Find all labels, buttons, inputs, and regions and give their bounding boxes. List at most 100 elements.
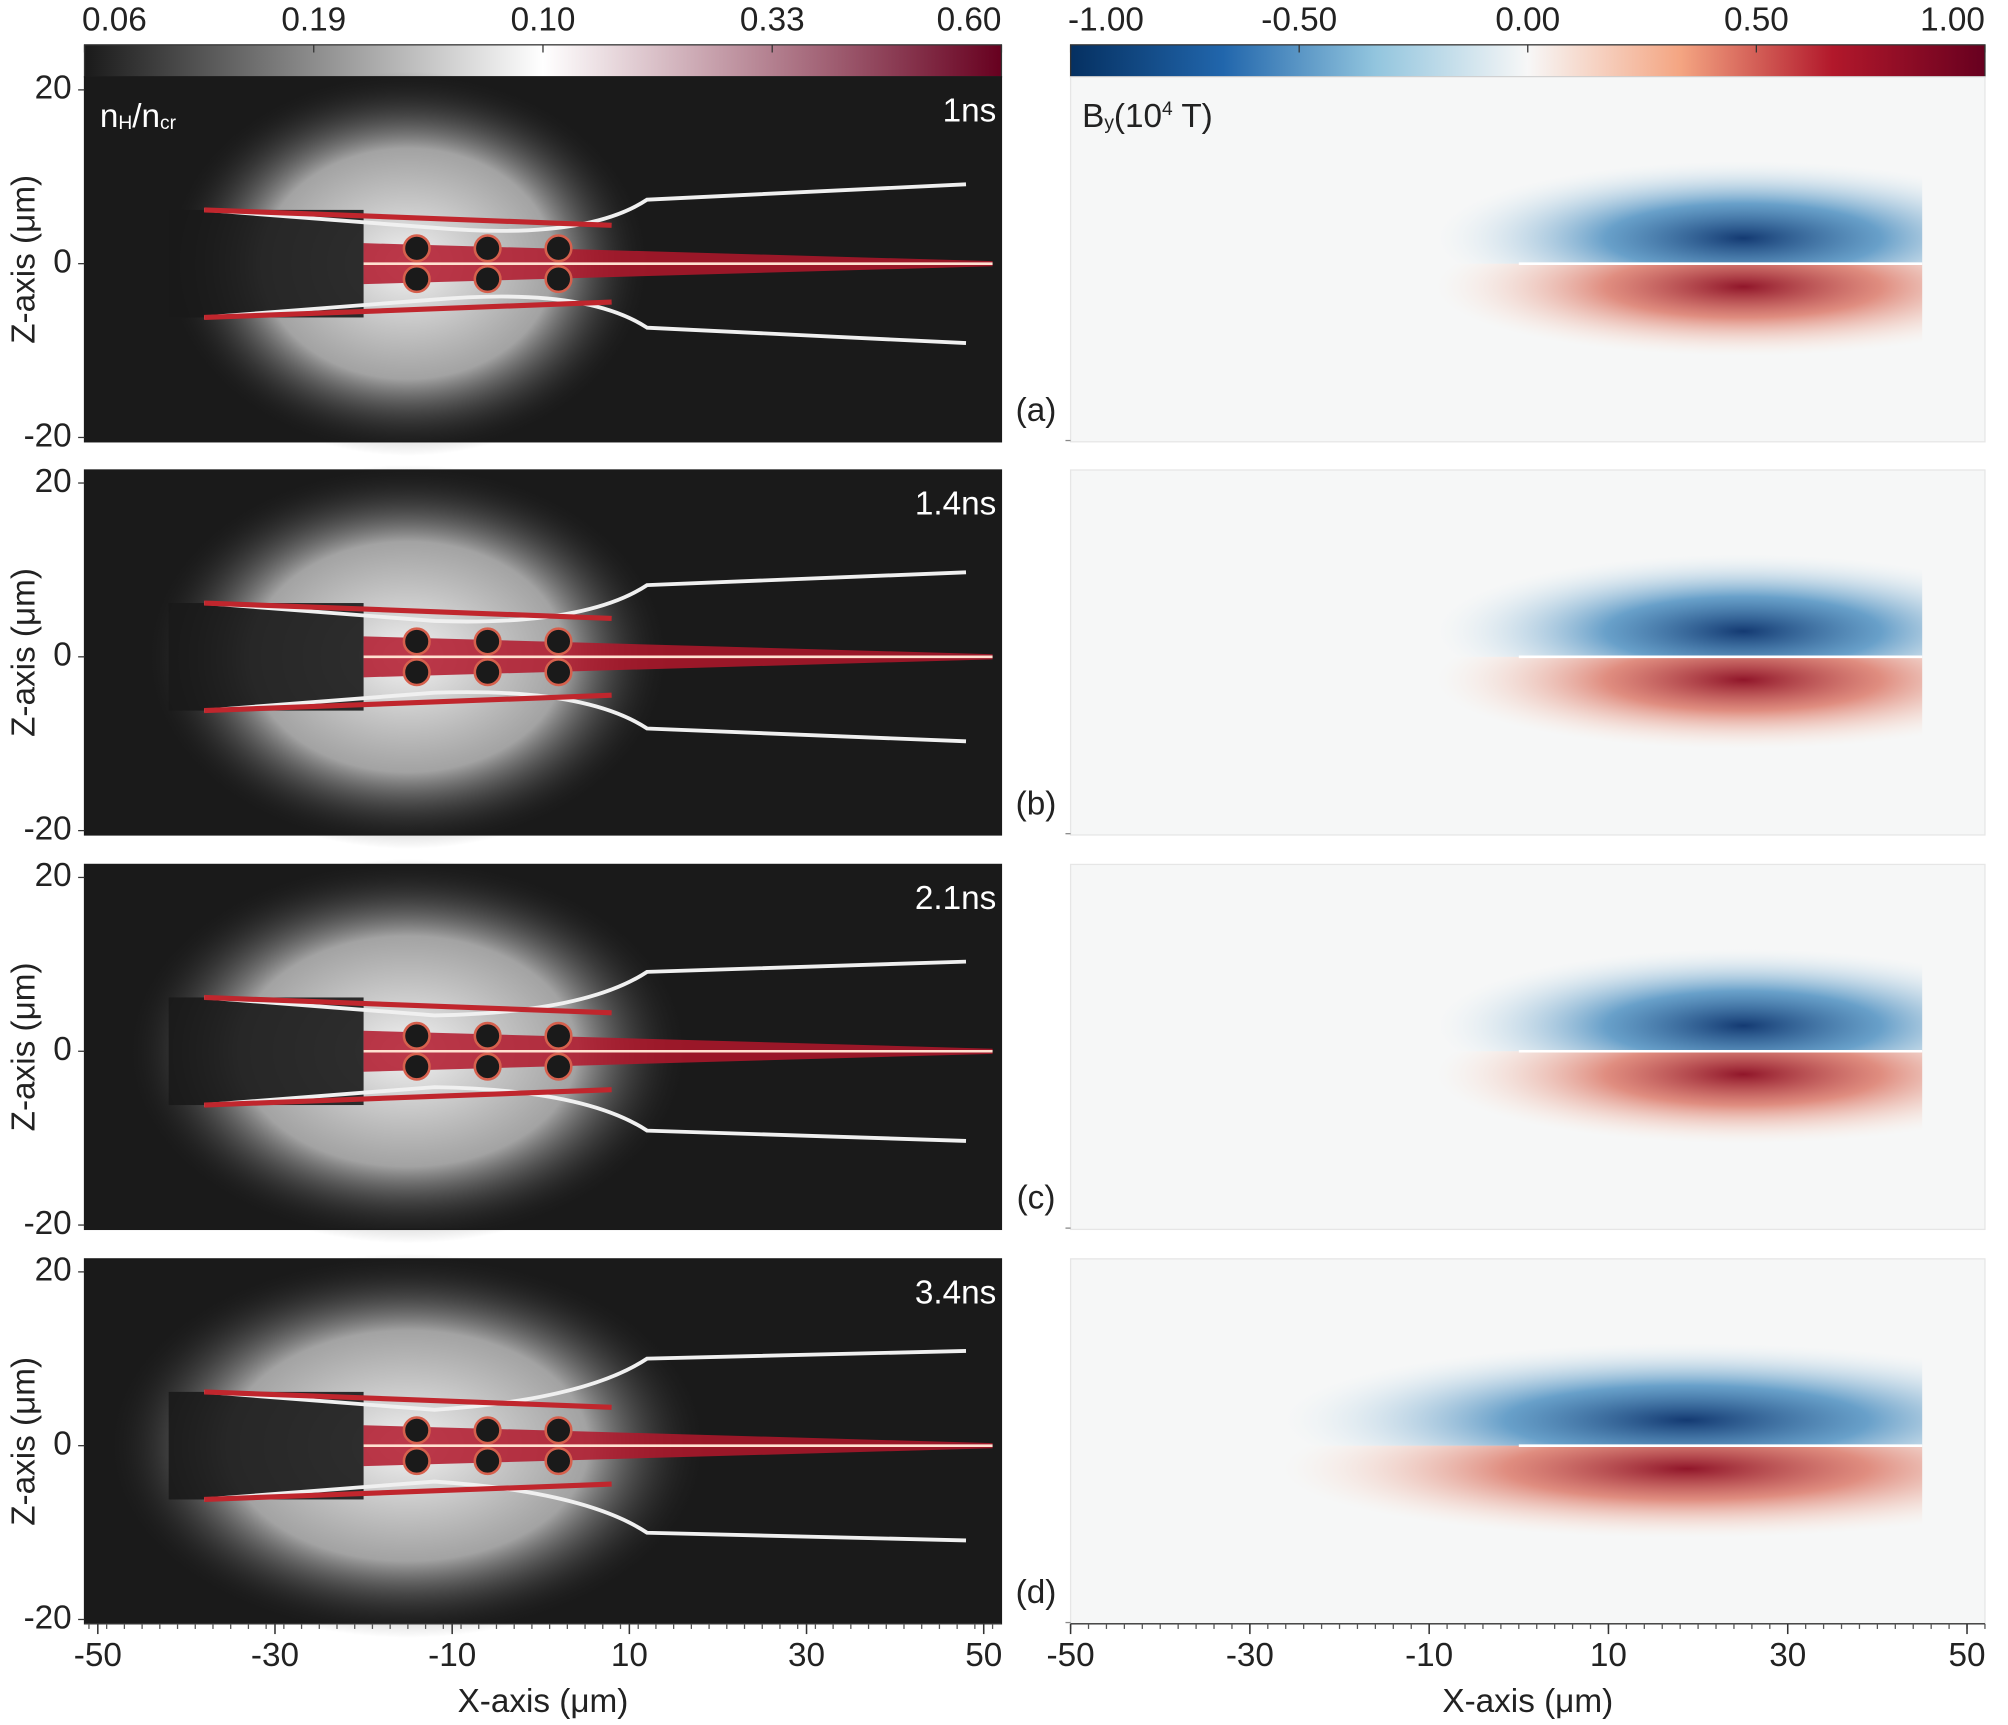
bubble (544, 1052, 573, 1081)
bubble (402, 1446, 431, 1476)
x-tick-label: -30 (251, 1637, 299, 1674)
panel (83, 1253, 1003, 1638)
bubble (402, 1021, 431, 1050)
filament (204, 1389, 612, 1410)
y-tick-label: -20 (24, 417, 72, 454)
bubble (544, 627, 573, 656)
bubble (544, 234, 573, 263)
field-positive (1411, 923, 1923, 1052)
y-tick-label: -20 (24, 810, 72, 847)
time-label: 3.4ns (915, 1275, 996, 1312)
panel-frame (1069, 469, 1986, 836)
panel-frame (1069, 863, 1986, 1231)
panel-letter: (a) (1016, 392, 1057, 429)
label-part: (10 (1114, 98, 1162, 135)
label-part: y (1104, 113, 1114, 134)
label-part: H (118, 113, 132, 134)
filament (204, 299, 612, 321)
x-tick-label: 50 (965, 1637, 1002, 1674)
x-tick-label: -30 (1226, 1637, 1274, 1674)
bubble (473, 1446, 502, 1476)
y-tick-label: -20 (24, 1205, 72, 1242)
panel-frame (83, 469, 1003, 836)
panel (83, 464, 1003, 849)
colorbar-tick-label: -1.00 (1068, 2, 1144, 39)
bubble (473, 1021, 502, 1050)
bubble (544, 1416, 573, 1445)
filament (204, 1481, 612, 1503)
panel-frame (1069, 76, 1986, 443)
field-positive (1249, 1317, 1923, 1446)
field-positive (1411, 528, 1923, 657)
panel (83, 859, 1003, 1244)
cavity (168, 1391, 364, 1500)
filament (204, 1087, 612, 1108)
field-negative (1411, 656, 1923, 773)
filament (204, 692, 612, 714)
colorbar-tick-label: 0.60 (937, 2, 1002, 39)
y-tick-label: 20 (35, 463, 72, 500)
bubble (544, 658, 573, 687)
y-tick-label: 0 (53, 1031, 72, 1068)
panel (1069, 469, 1986, 836)
bubble (473, 1416, 502, 1445)
colorbar-tick-label: 0.50 (1724, 2, 1789, 39)
cavity (168, 603, 364, 711)
bubble (544, 1021, 573, 1050)
y-axis-label: Z-axis (μm) (5, 1357, 42, 1526)
bubble (402, 1416, 431, 1445)
colorbar-label: nH/ncr (100, 98, 177, 135)
x-tick-label: -10 (1405, 1637, 1453, 1674)
filament (203, 959, 967, 1018)
filament (203, 182, 967, 233)
colorbar-tick-label: 0.06 (82, 2, 147, 39)
filament (204, 994, 612, 1016)
y-tick-label: -20 (24, 1599, 72, 1636)
panel-frame (83, 76, 1003, 443)
filament (204, 207, 612, 228)
panel (1069, 1258, 1986, 1625)
x-tick-label: 30 (1769, 1637, 1806, 1674)
time-label: 2.1ns (915, 880, 996, 917)
y-tick-label: 20 (35, 857, 72, 894)
y-tick-label: 20 (35, 1252, 72, 1289)
label-part: B (1082, 98, 1104, 135)
y-tick-label: 0 (53, 243, 72, 280)
time-label: 1.4ns (915, 486, 996, 523)
field-negative (1411, 1051, 1923, 1167)
panel (1069, 863, 1986, 1231)
field-negative (1411, 263, 1923, 379)
colorbar-tick-label: 1.00 (1920, 2, 1985, 39)
colorbar-tick-label: 0.10 (511, 2, 576, 39)
label-part: T) (1173, 98, 1213, 135)
y-tick-label: 20 (35, 70, 72, 107)
colorbar-tick-label: 0.19 (281, 2, 346, 39)
bubble (473, 234, 502, 263)
cavity (168, 997, 364, 1106)
x-tick-label: 50 (1949, 1637, 1986, 1674)
cavity (168, 209, 364, 318)
x-tick-label: 10 (611, 1637, 648, 1674)
x-axis-label: X-axis (μm) (458, 1683, 629, 1720)
x-tick-label: 10 (1590, 1637, 1627, 1674)
colorbar-tick-label: -0.50 (1261, 2, 1337, 39)
x-tick-label: -50 (1047, 1637, 1095, 1674)
x-axis-label: X-axis (μm) (1442, 1683, 1613, 1720)
x-tick-label: -10 (428, 1637, 476, 1674)
filament (203, 1348, 967, 1412)
filament (203, 294, 967, 345)
y-axis-label: Z-axis (μm) (5, 962, 42, 1131)
filament (204, 600, 612, 621)
y-tick-label: 0 (53, 637, 72, 674)
bubble (473, 264, 502, 294)
panel-letter: (b) (1016, 785, 1057, 822)
colorbar-label: By(104 T) (1082, 98, 1213, 135)
colorbar-tick-label: 0.00 (1495, 2, 1560, 39)
filament (203, 1479, 967, 1543)
panel (83, 71, 1003, 456)
filament (203, 1085, 967, 1143)
label-part: n (100, 98, 119, 135)
colorbar-tick-label: 0.33 (740, 2, 805, 39)
bubble (544, 264, 573, 294)
x-tick-label: -50 (74, 1637, 122, 1674)
